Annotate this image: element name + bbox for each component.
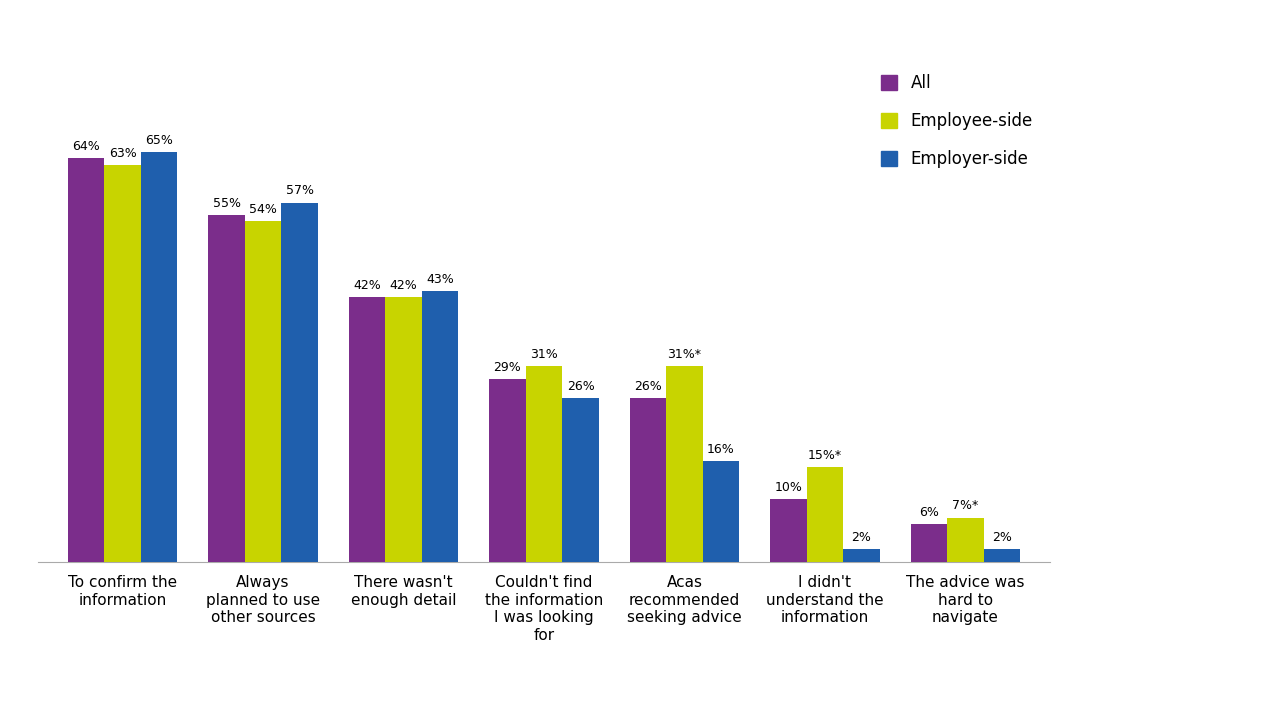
Text: 54%: 54% (250, 203, 276, 216)
Text: 31%: 31% (530, 348, 558, 361)
Text: 2%: 2% (992, 531, 1011, 544)
Bar (141, 152, 178, 562)
Text: 29%: 29% (494, 361, 521, 374)
Bar (526, 366, 562, 562)
Text: 26%: 26% (634, 379, 662, 393)
Bar (983, 549, 1020, 562)
Bar (348, 297, 385, 562)
Bar (666, 366, 703, 562)
Legend: All, Employee-side, Employer-side: All, Employee-side, Employer-side (873, 66, 1041, 176)
Text: 57%: 57% (285, 184, 314, 197)
Bar (703, 461, 740, 562)
Text: 16%: 16% (707, 443, 735, 456)
Bar (385, 297, 422, 562)
Text: 43%: 43% (426, 273, 454, 286)
Text: 63%: 63% (109, 147, 137, 160)
Bar (910, 524, 947, 562)
Bar (489, 379, 526, 562)
Bar (844, 549, 879, 562)
Bar (806, 467, 844, 562)
Text: 31%*: 31%* (667, 348, 701, 361)
Bar (68, 158, 105, 562)
Text: 55%: 55% (212, 197, 241, 210)
Bar (562, 397, 599, 562)
Text: 26%: 26% (567, 379, 594, 393)
Bar (630, 397, 666, 562)
Text: 42%: 42% (353, 279, 381, 292)
Bar (282, 202, 317, 562)
Bar (771, 498, 806, 562)
Text: 6%: 6% (919, 505, 938, 518)
Text: 42%: 42% (389, 279, 417, 292)
Text: 15%*: 15%* (808, 449, 842, 462)
Bar (244, 222, 282, 562)
Text: 64%: 64% (72, 140, 100, 153)
Bar (422, 291, 458, 562)
Bar (209, 215, 244, 562)
Text: 2%: 2% (851, 531, 872, 544)
Bar (105, 165, 141, 562)
Text: 7%*: 7%* (952, 500, 978, 513)
Text: 10%: 10% (774, 480, 803, 494)
Bar (947, 518, 983, 562)
Text: 65%: 65% (145, 134, 173, 147)
